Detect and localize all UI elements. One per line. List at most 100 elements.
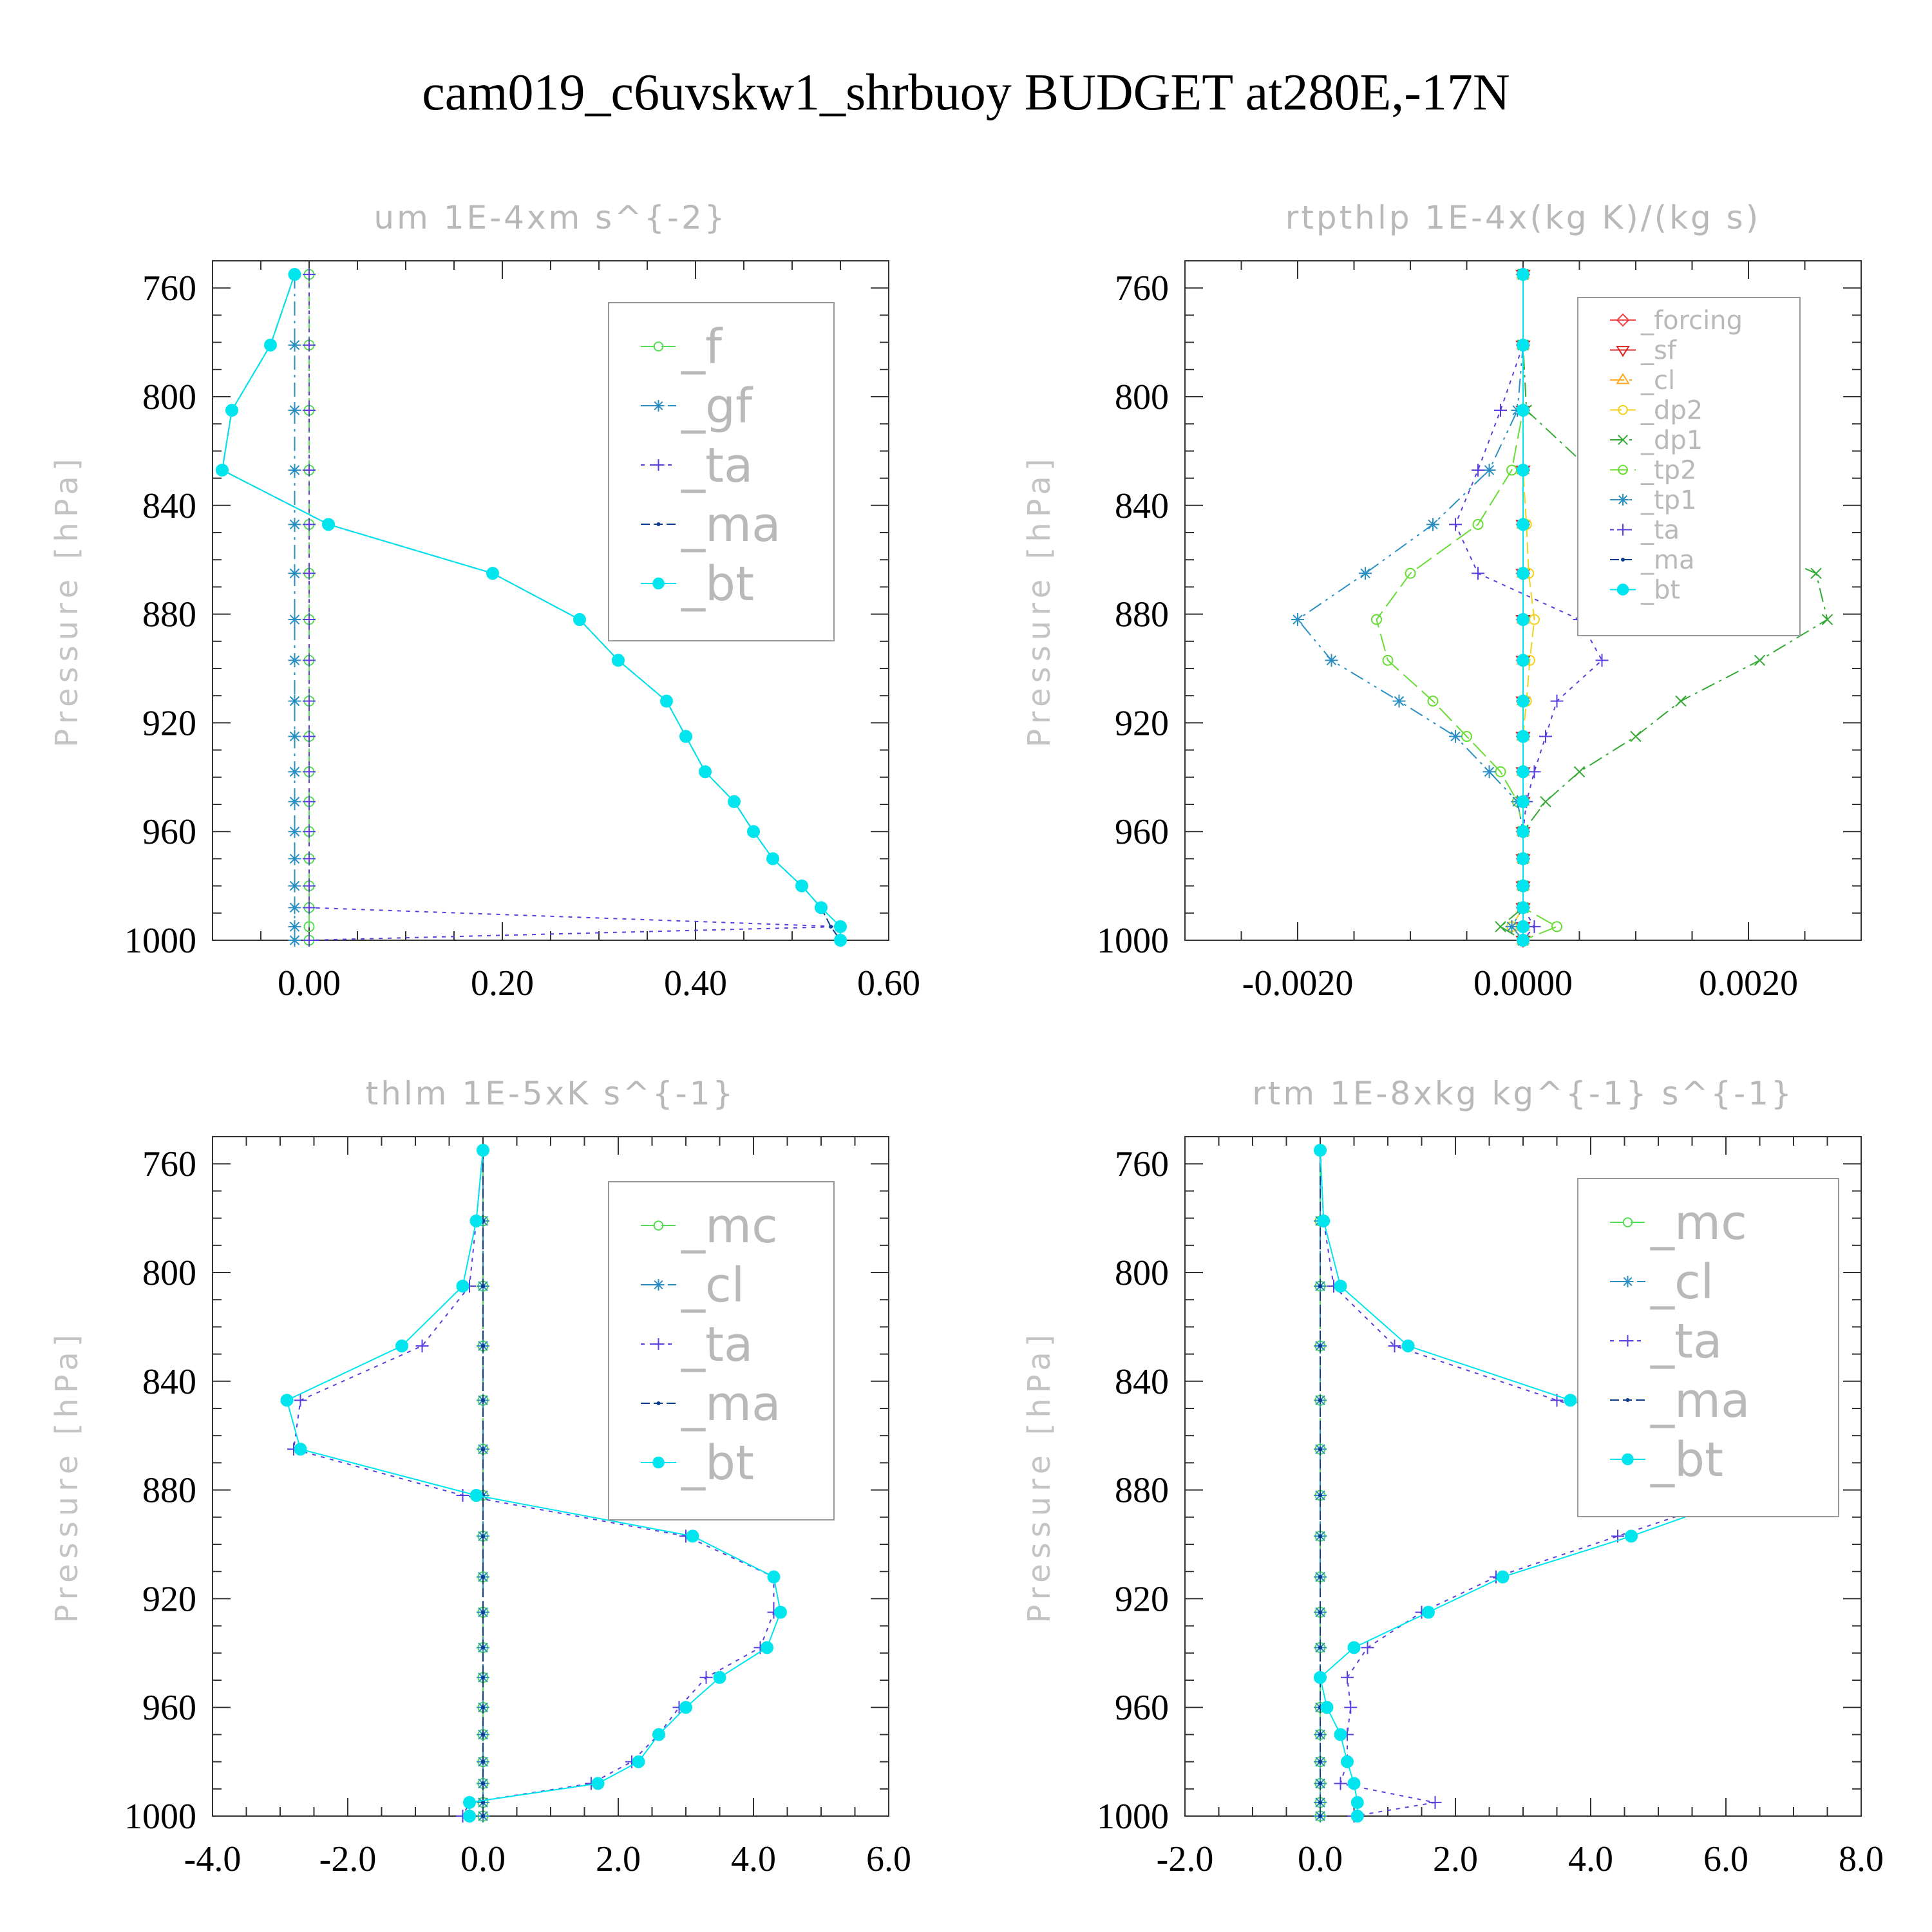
legend-label: _cl — [1640, 366, 1675, 395]
data-point — [280, 1394, 294, 1407]
data-point — [288, 463, 301, 477]
x-tick-label: 0.20 — [471, 963, 534, 1003]
data-point — [288, 518, 301, 531]
y-tick-label: 760 — [1115, 1144, 1169, 1184]
data-point — [1449, 518, 1462, 531]
legend-marker — [1616, 373, 1630, 384]
data-point — [761, 1641, 773, 1654]
legend-label: _ta — [681, 438, 753, 493]
data-point — [1318, 1575, 1322, 1579]
legend-marker — [656, 522, 661, 526]
panel-title: thlm 1E-5xK s^{-1} — [366, 1075, 736, 1112]
x-tick-label: 8.0 — [1839, 1839, 1884, 1879]
y-tick-label: 760 — [1115, 269, 1169, 308]
series-ma — [481, 1148, 485, 1818]
data-point — [612, 654, 625, 667]
x-tick-label: 0.0 — [460, 1839, 506, 1879]
data-point — [469, 1489, 483, 1502]
legend-marker — [653, 341, 664, 352]
data-point — [1314, 1671, 1327, 1684]
legend-label: _dp1 — [1640, 426, 1703, 455]
legend-marker — [1617, 524, 1629, 536]
legend-label: _bt — [1640, 576, 1680, 605]
legend-label: _bt — [1650, 1432, 1723, 1488]
data-point — [1595, 654, 1609, 667]
panels: um 1E-4xm s^{-2} Pressure [hPa] 760 800 840 8… — [49, 199, 1884, 1879]
data-point — [303, 613, 316, 627]
data-point — [1318, 1800, 1322, 1804]
data-point — [1564, 1394, 1577, 1407]
x-tick-label: 6.0 — [1703, 1839, 1748, 1879]
data-point — [699, 765, 712, 779]
x-tick-label: 4.0 — [1568, 1839, 1613, 1879]
data-point — [288, 730, 301, 743]
legend-label: _f — [681, 319, 723, 375]
x-tick-label: 6.0 — [866, 1839, 911, 1879]
data-point — [225, 404, 238, 417]
series-gf — [288, 268, 301, 947]
data-point — [288, 404, 301, 417]
data-point — [1361, 1641, 1374, 1654]
data-point — [1325, 654, 1338, 667]
panel-title: rtpthlp 1E-4x(kg K)/(kg s) — [1285, 199, 1761, 236]
data-point — [477, 1144, 489, 1157]
y-tick-label: 800 — [142, 1253, 196, 1293]
data-point — [481, 1732, 485, 1737]
y-axis-label: Pressure [hPa] — [1021, 453, 1057, 747]
x-tick-label: 4.0 — [731, 1839, 776, 1879]
data-point — [1405, 567, 1416, 579]
x-tick-label: 0.60 — [857, 963, 920, 1003]
data-point — [294, 1394, 307, 1407]
data-point — [1371, 614, 1382, 625]
series-bt — [216, 268, 847, 947]
data-point — [1318, 1759, 1322, 1764]
data-point — [834, 934, 847, 947]
data-point — [1334, 1728, 1347, 1741]
data-point — [303, 901, 316, 914]
data-point — [1517, 934, 1530, 947]
data-point — [481, 1575, 485, 1579]
data-point — [463, 1795, 476, 1809]
data-point — [303, 654, 316, 667]
legend-marker — [1622, 1335, 1634, 1347]
data-point — [573, 613, 586, 627]
data-point — [1517, 268, 1530, 281]
data-point — [1449, 730, 1462, 743]
data-point — [660, 694, 673, 708]
data-point — [1821, 614, 1833, 625]
data-point — [303, 825, 316, 838]
data-point — [303, 921, 315, 933]
data-point — [1573, 766, 1586, 778]
y-tick-label: 960 — [142, 812, 196, 852]
legend-label: _tp2 — [1640, 456, 1697, 486]
data-point — [481, 1814, 485, 1818]
data-point — [632, 1755, 645, 1768]
data-point — [1347, 1777, 1361, 1790]
data-point — [1341, 1755, 1354, 1768]
legend-label: _ma — [681, 1376, 781, 1432]
legend-marker — [1617, 494, 1629, 506]
data-point — [1517, 463, 1530, 477]
legend-marker — [1616, 346, 1630, 357]
data-point — [481, 1781, 485, 1786]
data-point — [1495, 921, 1506, 933]
data-point — [1334, 1777, 1347, 1790]
data-point — [1810, 567, 1822, 580]
data-point — [1334, 1280, 1347, 1293]
legend-label: _ta — [1650, 1314, 1722, 1369]
data-point — [1350, 1810, 1364, 1823]
data-point — [1318, 1732, 1322, 1737]
data-point — [1426, 518, 1439, 531]
data-point — [1320, 1701, 1334, 1714]
y-tick-label: 880 — [1115, 595, 1169, 635]
data-point — [699, 1671, 713, 1684]
data-point — [679, 730, 692, 743]
data-point — [1494, 404, 1507, 417]
series-ta — [303, 268, 847, 947]
x-tick-label: 2.0 — [1433, 1839, 1478, 1879]
data-point — [481, 1398, 485, 1403]
data-point — [288, 694, 301, 708]
data-point — [303, 730, 316, 743]
panel-title: um 1E-4xm s^{-2} — [374, 199, 727, 236]
